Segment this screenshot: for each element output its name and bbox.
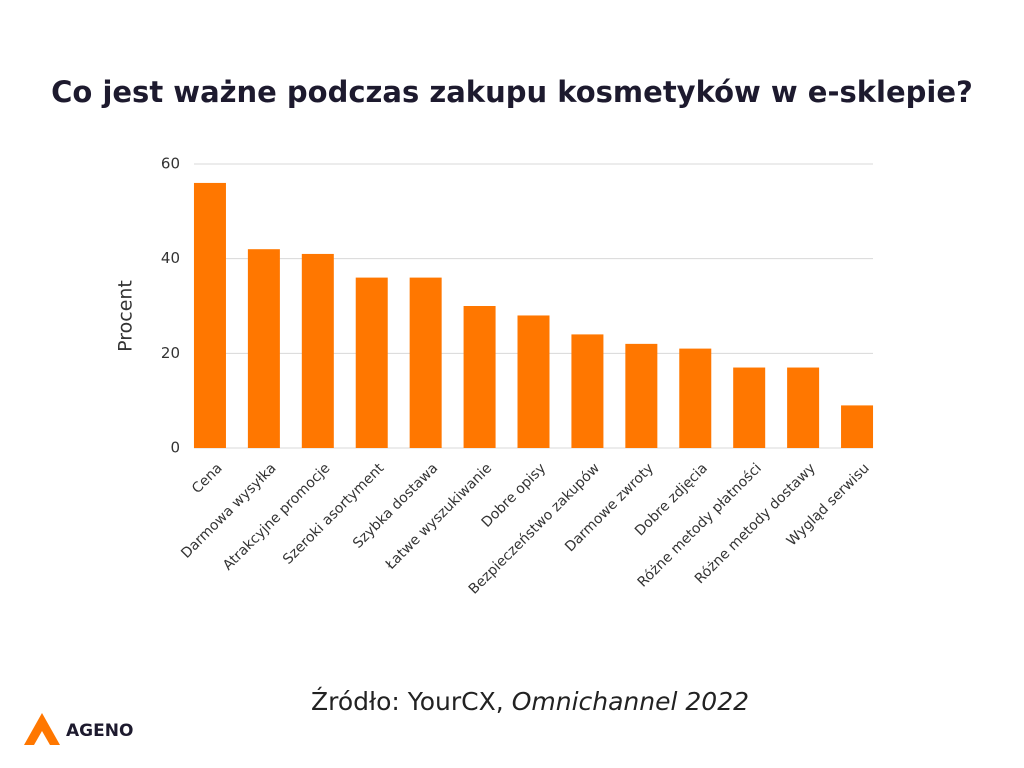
x-tick-label: Darmowa wysyłka (178, 460, 279, 561)
logo-icon (24, 713, 60, 745)
bar (247, 249, 280, 448)
source: Źródło: YourCX, Omnichannel 2022 (311, 687, 749, 716)
y-axis-label: Procent (115, 280, 137, 352)
x-tick-label: Łatwe wyszukiwanie (382, 460, 495, 573)
bar (625, 343, 658, 448)
y-tick-label: 40 (161, 249, 180, 267)
y-tick-label: 20 (161, 344, 180, 362)
logo: AGENO (24, 713, 133, 745)
source-prefix: Źródło: YourCX, (311, 687, 504, 716)
bar (463, 306, 496, 448)
bar (193, 182, 226, 448)
bar (733, 367, 766, 448)
logo-text: AGENO (66, 721, 133, 741)
source-publication: Omnichannel 2022 (512, 687, 749, 716)
bar (679, 348, 712, 448)
x-tick-label: Atrakcyjne promocje (220, 460, 333, 573)
x-tick-label: Cena (189, 460, 226, 497)
bar (571, 334, 604, 448)
bar (355, 277, 388, 448)
y-tick-label: 60 (161, 155, 180, 173)
chart-title: Co jest ważne podczas zakupu kosmetyków … (51, 75, 973, 109)
bar (787, 367, 820, 448)
bar (409, 277, 442, 448)
bar (301, 253, 334, 448)
bar (517, 315, 550, 448)
y-tick-label: 0 (170, 439, 180, 457)
bar (841, 405, 874, 448)
x-tick-label: Szeroki asortyment (280, 460, 388, 568)
